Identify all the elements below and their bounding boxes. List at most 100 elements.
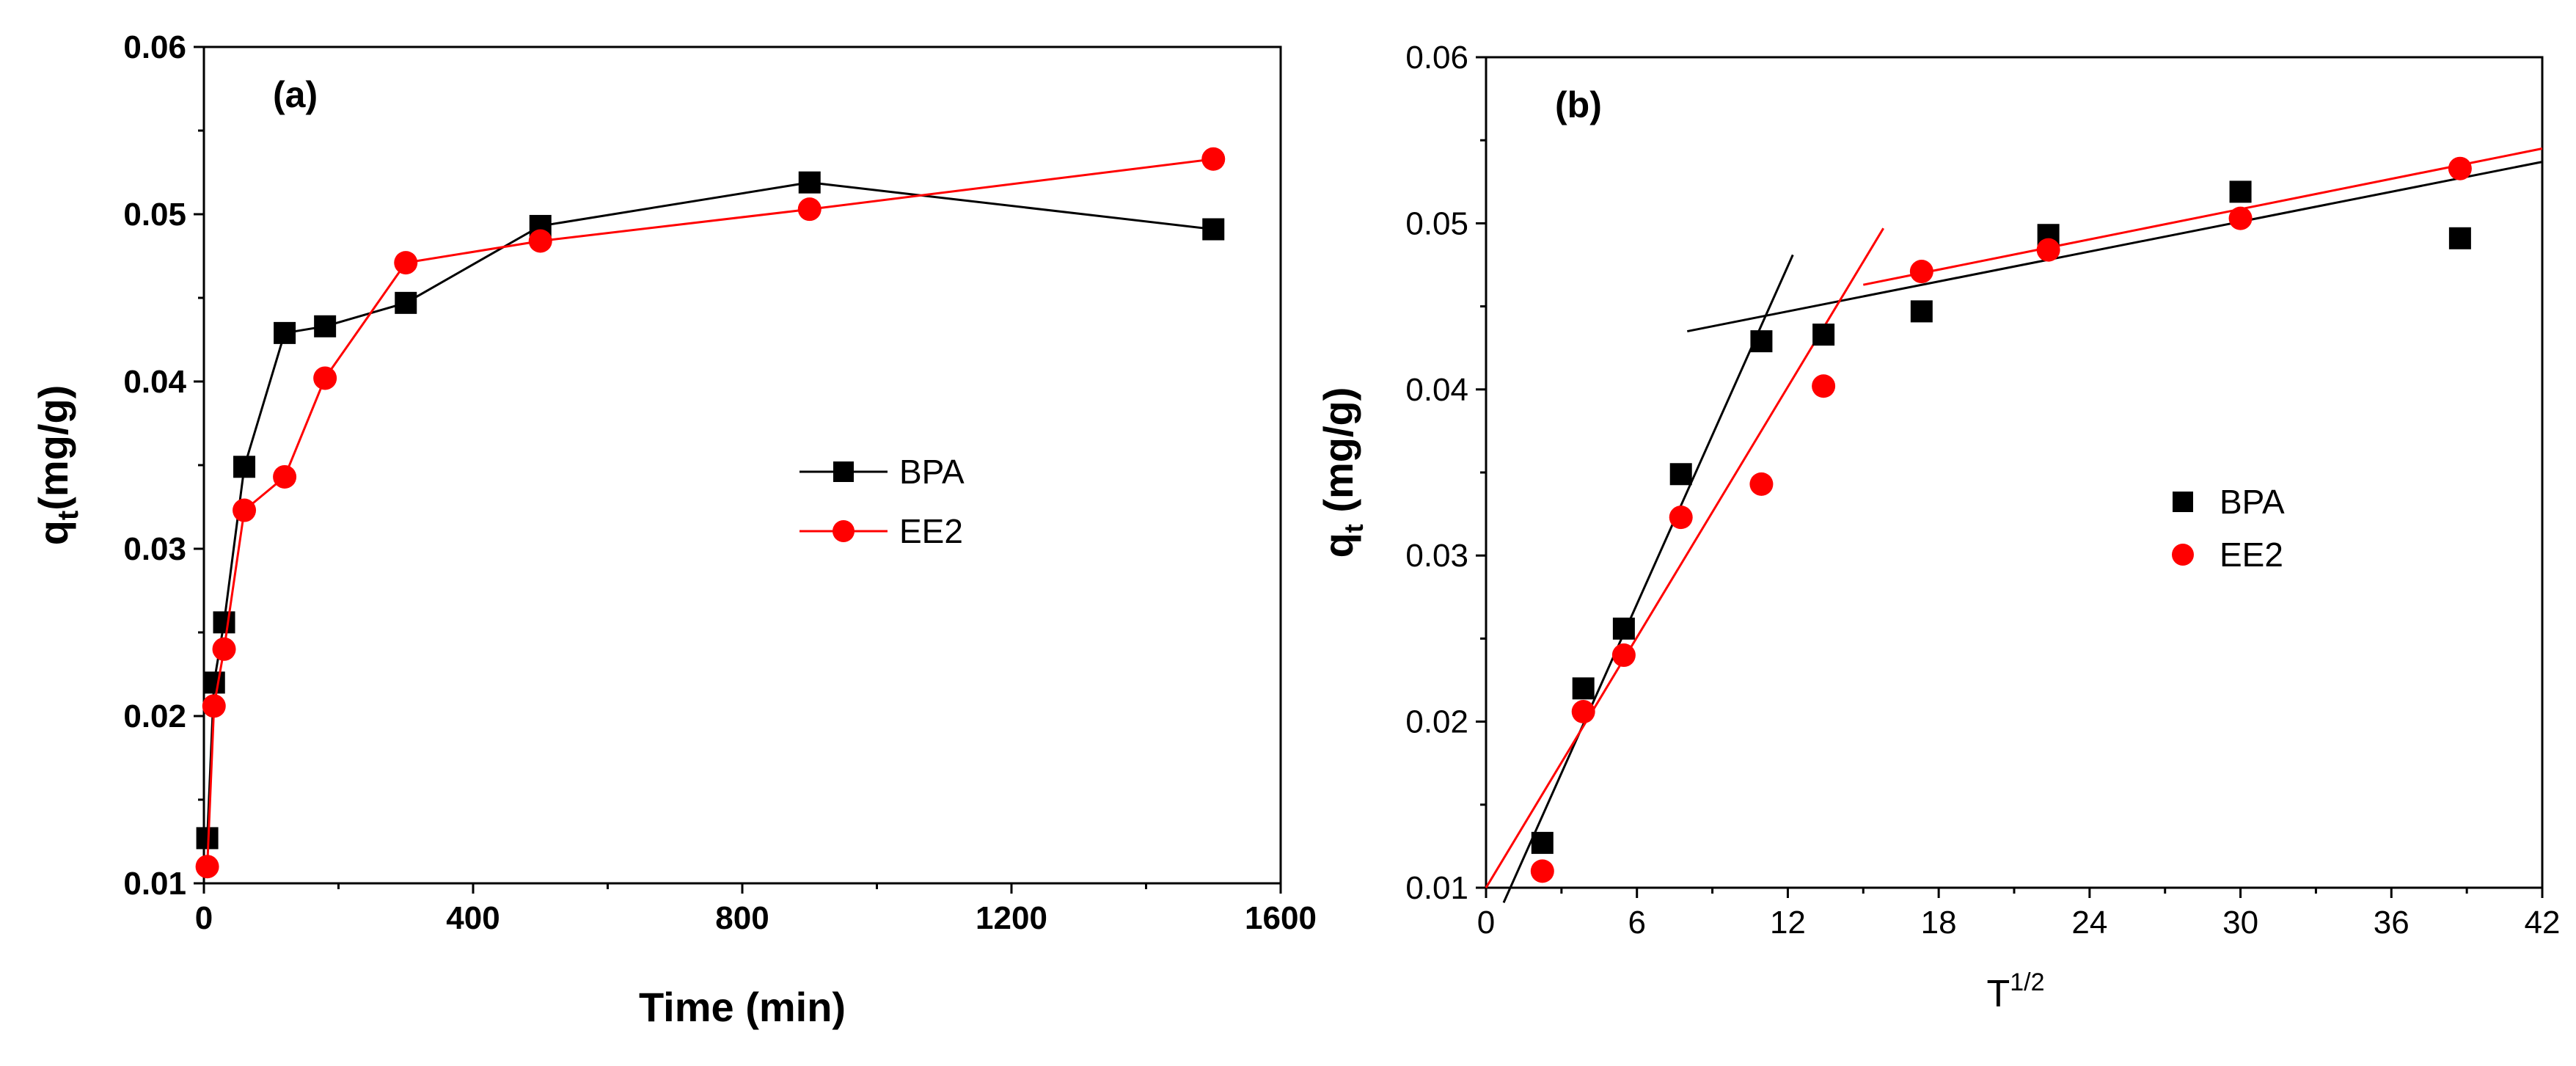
legend-a-bpa-label: BPA	[899, 453, 965, 491]
panel-b-ticks	[1476, 56, 2544, 898]
data-point-bpa	[1202, 218, 1225, 241]
legend-b-bpa-label: BPA	[2220, 483, 2285, 521]
series-line-bpa	[206, 181, 1214, 839]
panel-b-series	[1530, 156, 2472, 883]
data-point-ee2	[1530, 859, 1554, 883]
panel-b-y-axis-title: qt (mg/g)	[1315, 387, 1369, 558]
fit-line-bpa	[1686, 161, 2543, 333]
panel-b-ytick-label: 0.01	[1405, 870, 1468, 906]
panel-b: 0.010.020.030.040.050.06 0 6 12 18 24 30 36 42 …	[1315, 40, 2560, 1015]
data-point-bpa	[2448, 227, 2471, 249]
panel-b-ytick-labels: 0.01 0.02 0.03 0.04 0.05 0.06	[1405, 40, 1468, 906]
panel-b-ytick-label: 0.05	[1405, 205, 1468, 241]
panel-b-y-axis-title-main: q	[1315, 533, 1361, 558]
data-point-bpa	[1750, 330, 1773, 353]
data-point-ee2	[195, 855, 219, 879]
data-point-ee2	[2448, 156, 2472, 180]
data-point-ee2	[1571, 700, 1595, 724]
panel-a-ytick-label: 0.04	[123, 364, 186, 400]
data-point-ee2	[528, 229, 552, 253]
panel-a-series	[195, 147, 1226, 879]
legend-b-bpa-marker	[2173, 492, 2193, 512]
panel-a: 0.01 0.02 0.03 0.04 0.05 0.06 0 400 800 1200 1600…	[30, 29, 1317, 1030]
series-line-ee2	[206, 158, 1214, 867]
data-point-ee2	[2228, 206, 2253, 230]
panel-b-xtick-label: 36	[2374, 905, 2409, 941]
panel-b-ytick-label: 0.02	[1405, 704, 1468, 740]
panel-b-x-axis-title-main: T	[1986, 973, 2010, 1015]
panel-a-xtick-labels: 0 400 800 1200 1600	[195, 900, 1317, 936]
panel-a-label: (a)	[273, 74, 318, 115]
panel-b-y-axis-title-sub: t	[1339, 524, 1369, 533]
panel-a-xtick-label: 400	[446, 900, 500, 936]
data-point-bpa	[1612, 617, 1635, 640]
panel-b-xtick-label: 42	[2525, 905, 2561, 941]
panel-b-ytick-label: 0.03	[1405, 538, 1468, 574]
data-point-bpa	[798, 171, 821, 194]
panel-a-y-axis-title-tail: (mg/g)	[30, 385, 76, 511]
panel-a-y-axis-title: qt(mg/g)	[30, 385, 84, 546]
data-point-bpa	[1812, 324, 1835, 346]
panel-b-xtick-labels: 0 6 12 18 24 30 36 42	[1477, 905, 2561, 941]
data-point-ee2	[797, 197, 822, 222]
panel-b-xtick-label: 0	[1477, 905, 1495, 941]
panel-a-xtick-label: 0	[195, 900, 213, 936]
fit-line-bpa	[1502, 254, 1794, 903]
panel-a-xtick-label: 1200	[976, 900, 1047, 936]
fit-line-ee2	[1862, 147, 2543, 286]
panel-a-y-axis-title-main: q	[30, 520, 76, 545]
panel-a-frame	[202, 45, 1282, 885]
panel-b-legend: BPA EE2	[2172, 483, 2285, 574]
panel-a-ytick-label: 0.05	[123, 197, 186, 233]
panel-a-ytick-labels: 0.01 0.02 0.03 0.04 0.05 0.06	[123, 29, 186, 902]
panel-b-ytick-label: 0.04	[1405, 372, 1468, 408]
panel-a-ytick-label: 0.06	[123, 29, 186, 65]
data-point-bpa	[395, 291, 417, 314]
panel-b-frame	[1485, 56, 2544, 889]
panel-a-x-axis-title: Time (min)	[639, 984, 846, 1030]
panel-a-y-axis-title-sub: t	[52, 511, 84, 520]
panel-a-ytick-label: 0.03	[123, 531, 186, 567]
panel-a-ytick-label: 0.01	[123, 866, 186, 902]
data-point-ee2	[313, 366, 337, 390]
data-point-bpa	[202, 671, 225, 694]
data-point-ee2	[273, 464, 297, 489]
legend-a-ee2-label: EE2	[899, 512, 963, 550]
panel-b-x-axis-title: T1/2	[1986, 968, 2044, 1015]
data-point-ee2	[1909, 260, 1933, 284]
data-point-ee2	[1611, 643, 1636, 668]
data-point-bpa	[1669, 463, 1692, 486]
data-point-bpa	[1572, 677, 1595, 700]
panel-b-label: (b)	[1555, 84, 1602, 125]
panel-a-xtick-label: 800	[715, 900, 769, 936]
panel-b-ytick-label: 0.06	[1405, 40, 1468, 76]
data-point-bpa	[274, 321, 296, 344]
panel-b-xtick-label: 24	[2071, 905, 2107, 941]
data-point-ee2	[1812, 374, 1836, 398]
data-point-bpa	[1531, 831, 1554, 854]
panel-b-y-axis-title-tail: (mg/g)	[1315, 387, 1361, 525]
data-point-ee2	[2036, 238, 2060, 262]
panel-b-xtick-label: 30	[2222, 905, 2258, 941]
data-point-bpa	[2229, 180, 2252, 203]
panel-b-xtick-label: 18	[1921, 905, 1957, 941]
legend-b-ee2-marker	[2172, 544, 2194, 566]
legend-b-ee2-label: EE2	[2220, 536, 2283, 574]
data-point-ee2	[1201, 147, 1226, 171]
data-point-bpa	[314, 315, 337, 337]
data-point-ee2	[1669, 505, 1693, 530]
data-point-bpa	[1910, 300, 1933, 323]
panel-b-fit-lines	[1485, 147, 2543, 903]
data-point-ee2	[233, 498, 257, 522]
data-point-ee2	[1749, 472, 1774, 496]
panel-b-xtick-label: 12	[1770, 905, 1806, 941]
panel-a-ticks	[194, 45, 1282, 894]
panel-b-xtick-label: 6	[1628, 905, 1645, 941]
data-point-ee2	[212, 637, 236, 661]
panel-b-x-axis-title-sup: 1/2	[2010, 968, 2044, 996]
legend-a-bpa-marker	[833, 461, 854, 482]
legend-a-ee2-marker	[833, 520, 855, 542]
panel-a-legend: BPA EE2	[799, 453, 965, 550]
data-point-ee2	[202, 694, 226, 718]
